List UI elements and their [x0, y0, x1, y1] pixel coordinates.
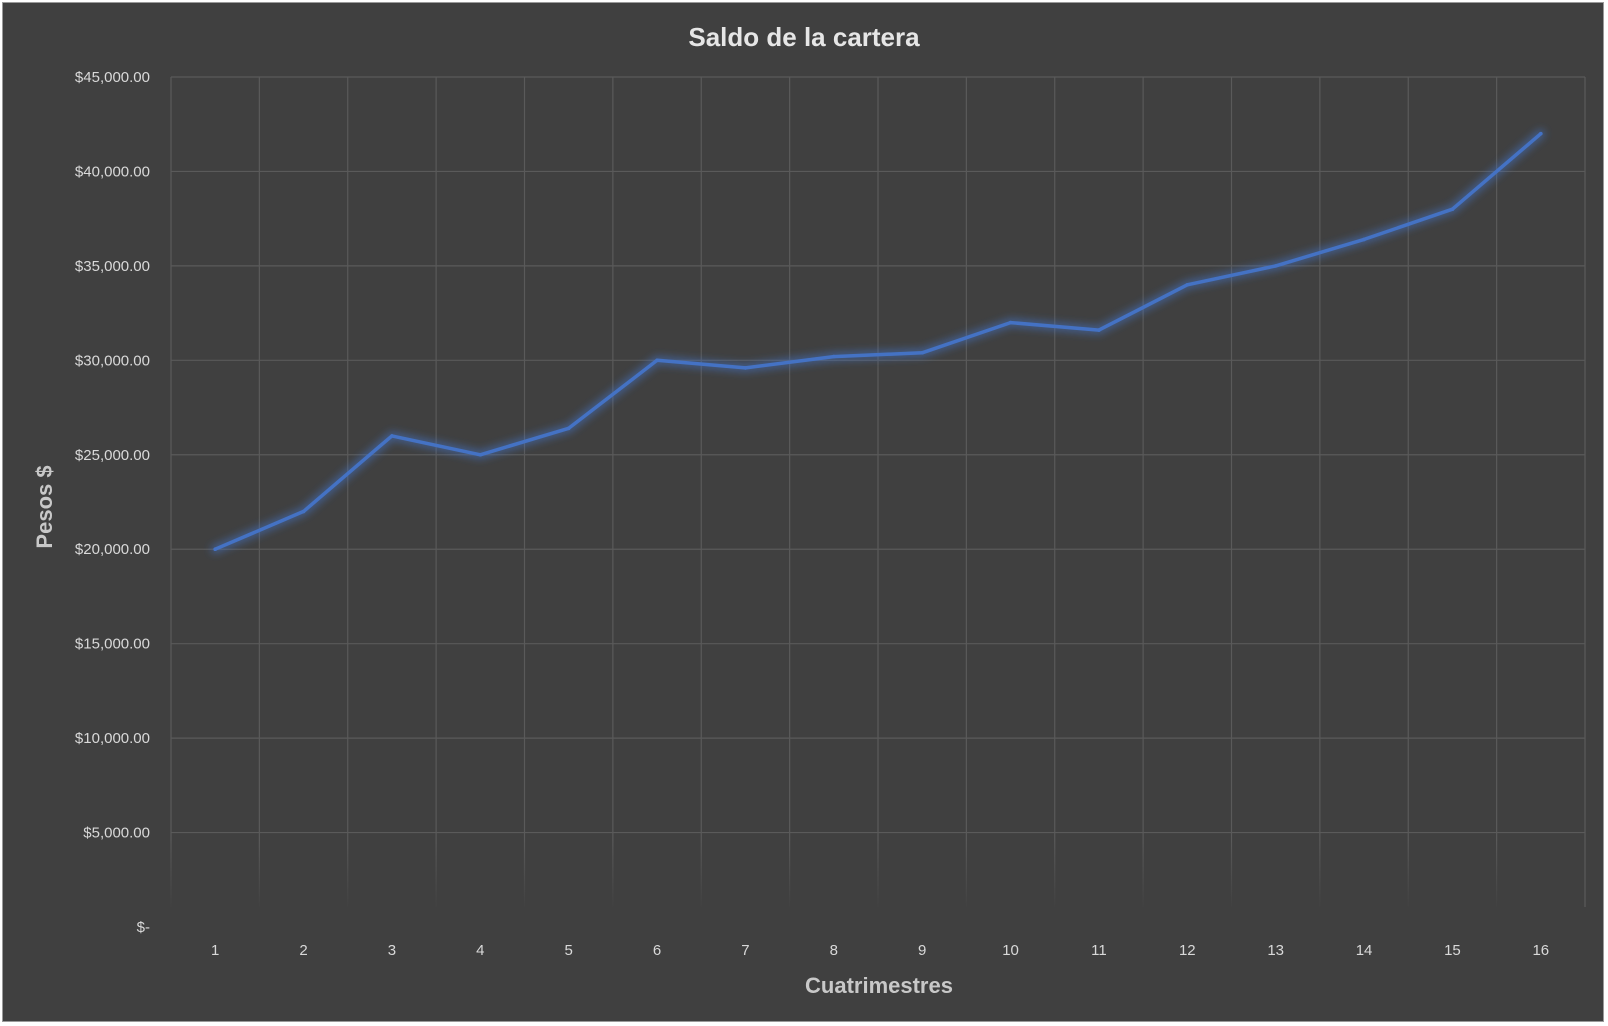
x-axis-ticks: 1 2 3 4 5 6 7 8 9 10 11 12 13 14 15 16	[211, 942, 1549, 959]
y-tick-label: $30,000.00	[75, 352, 150, 369]
data-point	[1450, 207, 1455, 212]
x-tick-label: 12	[1179, 942, 1196, 959]
x-axis-title: Cuatrimestres	[805, 973, 953, 998]
y-tick-label: $35,000.00	[75, 258, 150, 275]
x-tick-label: 16	[1532, 942, 1549, 959]
y-tick-label: $10,000.00	[75, 730, 150, 747]
data-point	[655, 358, 659, 363]
data-point	[478, 452, 483, 457]
gridlines	[170, 76, 1586, 907]
y-tick-label: $45,000.00	[75, 69, 150, 86]
data-point	[390, 434, 394, 438]
x-tick-label: 7	[741, 942, 749, 959]
series-layer	[210, 129, 1546, 554]
data-point	[1273, 264, 1278, 268]
chart-title: Saldo de la cartera	[688, 22, 920, 52]
y-tick-label: $25,000.00	[75, 447, 150, 464]
y-tick-label: $5,000.00	[83, 825, 150, 842]
x-tick-label: 6	[653, 942, 661, 959]
x-tick-label: 8	[830, 942, 838, 959]
x-tick-label: 13	[1267, 942, 1284, 959]
x-tick-label: 4	[476, 942, 484, 959]
series-line	[213, 131, 1543, 551]
data-point	[920, 350, 924, 355]
data-point	[1539, 131, 1543, 136]
x-tick-label: 9	[918, 942, 926, 959]
y-tick-label: $15,000.00	[75, 636, 150, 653]
x-tick-label: 5	[565, 942, 573, 959]
data-point	[301, 509, 306, 514]
y-tick-label: $20,000.00	[75, 541, 150, 558]
data-point	[213, 547, 217, 552]
data-point	[743, 366, 748, 370]
y-tick-label: $-	[137, 919, 150, 936]
data-point	[1185, 282, 1190, 287]
y-axis-title: Pesos $	[32, 465, 57, 548]
x-tick-label: 3	[388, 942, 396, 959]
data-point	[566, 426, 571, 431]
grid-fade	[168, 840, 1584, 910]
data-point	[1097, 328, 1101, 332]
x-tick-label: 11	[1091, 942, 1107, 959]
data-point	[832, 354, 836, 359]
y-axis-ticks: $- $5,000.00 $10,000.00 $15,000.00 $20,000.0…	[75, 69, 150, 936]
data-point	[1008, 320, 1013, 325]
x-tick-label: 15	[1444, 942, 1461, 959]
y-tick-label: $40,000.00	[75, 163, 150, 180]
x-tick-label: 14	[1356, 942, 1373, 959]
x-tick-label: 10	[1002, 942, 1019, 959]
x-tick-label: 2	[299, 942, 307, 959]
data-point	[1362, 237, 1366, 242]
x-tick-label: 1	[211, 942, 219, 959]
